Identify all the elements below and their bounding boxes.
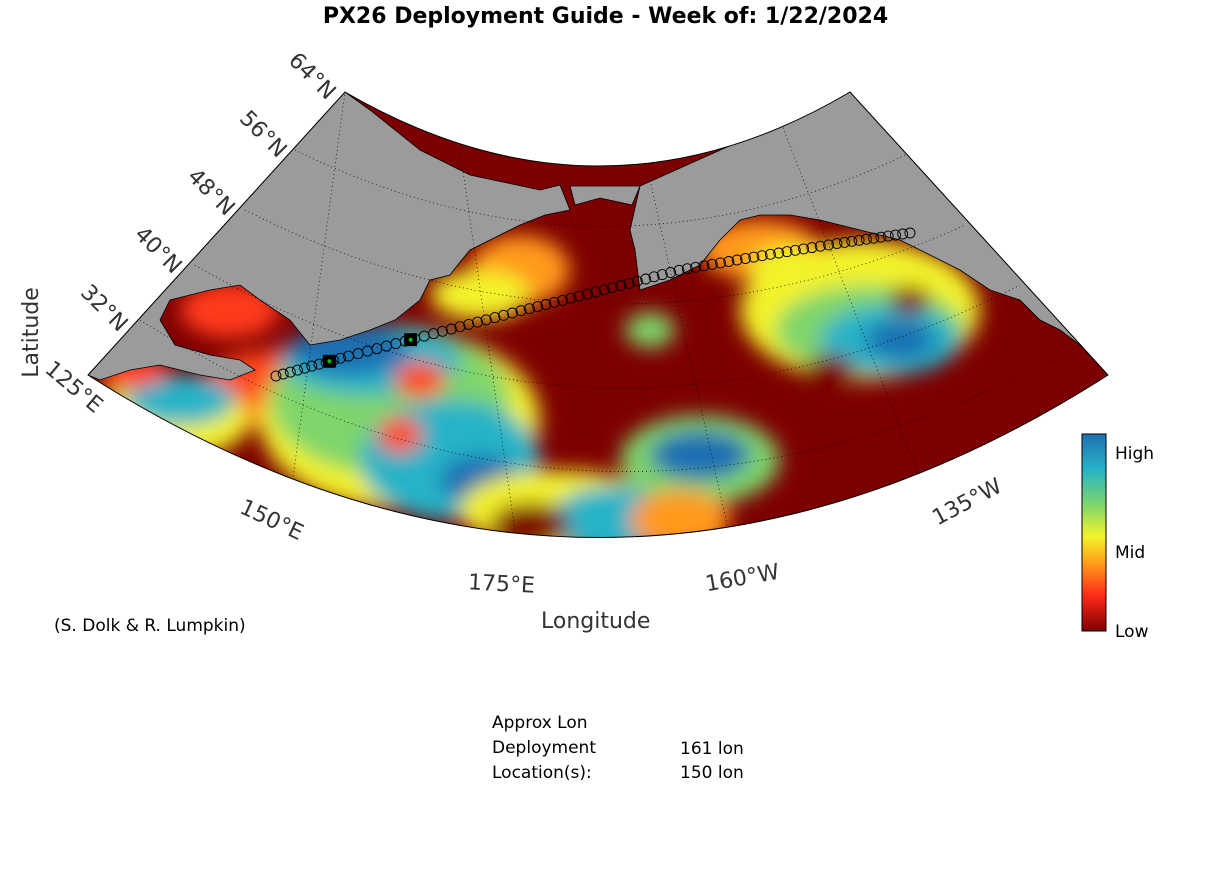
colorbar bbox=[1081, 433, 1107, 632]
track-point bbox=[640, 273, 652, 285]
track-point bbox=[515, 305, 527, 317]
track-point bbox=[480, 314, 492, 326]
track-point bbox=[715, 257, 726, 269]
track-point bbox=[540, 299, 552, 310]
track-point bbox=[590, 286, 602, 298]
colorbar-low-label: Low bbox=[1115, 622, 1149, 642]
track-point bbox=[565, 292, 577, 304]
track-point bbox=[904, 227, 916, 239]
track-point bbox=[897, 228, 909, 240]
track-point bbox=[615, 280, 627, 291]
page-title: PX26 Deployment Guide - Week of: 1/22/20… bbox=[322, 4, 889, 29]
track-point bbox=[284, 366, 296, 378]
map-frame bbox=[87, 91, 1109, 538]
track-point bbox=[789, 244, 801, 256]
x-axis-label: Longitude bbox=[541, 609, 651, 634]
info-locations: Location(s): bbox=[492, 763, 592, 783]
track-point bbox=[748, 251, 760, 263]
asia-land bbox=[88, 92, 571, 381]
track-point bbox=[656, 269, 668, 281]
land-masses bbox=[88, 92, 1108, 381]
track-point bbox=[890, 229, 901, 241]
track-point bbox=[860, 233, 872, 245]
track-point bbox=[498, 309, 510, 321]
track-point bbox=[831, 238, 843, 249]
track-point bbox=[623, 277, 635, 289]
track-point bbox=[299, 362, 311, 374]
deployment-lon-2: 150 lon bbox=[680, 763, 744, 783]
track-point bbox=[731, 254, 743, 266]
lon-tick-175e: 175°E bbox=[467, 570, 536, 599]
track-point bbox=[781, 246, 793, 258]
track-point bbox=[631, 275, 643, 287]
track-point bbox=[428, 328, 440, 340]
track-point bbox=[523, 303, 535, 315]
track-point bbox=[706, 258, 718, 270]
track-point bbox=[806, 242, 818, 254]
track-point bbox=[798, 243, 810, 255]
credit-text: (S. Dolk & R. Lumpkin) bbox=[54, 616, 246, 636]
track-point bbox=[270, 370, 282, 382]
track-point bbox=[823, 239, 835, 251]
graticule bbox=[139, 92, 1081, 538]
track-point bbox=[306, 360, 318, 372]
track-point bbox=[875, 231, 887, 243]
track-point bbox=[489, 312, 501, 324]
y-axis-label: Latitude bbox=[18, 287, 44, 378]
info-deployment: Deployment bbox=[492, 738, 596, 758]
kamchatka-gap bbox=[569, 185, 641, 206]
track-point bbox=[853, 234, 865, 246]
colorbar-high-label: High bbox=[1115, 444, 1155, 464]
info-approx-lon: Approx Lon bbox=[492, 713, 588, 733]
track-point bbox=[548, 296, 560, 308]
colorbar-mid-label: Mid bbox=[1115, 543, 1146, 563]
track-point bbox=[681, 263, 693, 275]
track-point bbox=[773, 247, 785, 259]
track-point bbox=[673, 264, 685, 276]
track-point bbox=[573, 290, 585, 302]
track-point bbox=[882, 230, 894, 242]
track-point bbox=[582, 288, 593, 300]
track-point bbox=[607, 282, 618, 294]
track-point bbox=[277, 368, 289, 380]
track-point bbox=[839, 236, 850, 248]
track-point bbox=[756, 250, 768, 262]
track-point bbox=[532, 301, 544, 313]
track-point bbox=[764, 248, 776, 260]
track-point bbox=[846, 235, 858, 247]
track-point bbox=[814, 240, 826, 252]
track-point bbox=[506, 307, 518, 319]
track-point bbox=[445, 323, 457, 335]
track-point bbox=[472, 316, 483, 328]
track-point bbox=[690, 261, 702, 273]
track-point bbox=[437, 325, 448, 337]
ship-track bbox=[270, 227, 916, 382]
track-point bbox=[454, 321, 466, 333]
track-point bbox=[868, 232, 880, 244]
track-point bbox=[292, 364, 303, 376]
track-point bbox=[463, 318, 475, 330]
deployment-marker-dot bbox=[408, 337, 413, 342]
track-point bbox=[665, 267, 677, 278]
track-point bbox=[557, 294, 569, 306]
deployment-marker-dot bbox=[327, 359, 332, 364]
track-point bbox=[740, 253, 751, 264]
deployment-lon-1: 161 lon bbox=[680, 739, 744, 759]
track-point bbox=[698, 260, 710, 272]
track-point bbox=[648, 271, 660, 283]
track-point bbox=[723, 256, 735, 267]
north-america-land bbox=[629, 92, 1108, 376]
track-point bbox=[598, 284, 610, 296]
